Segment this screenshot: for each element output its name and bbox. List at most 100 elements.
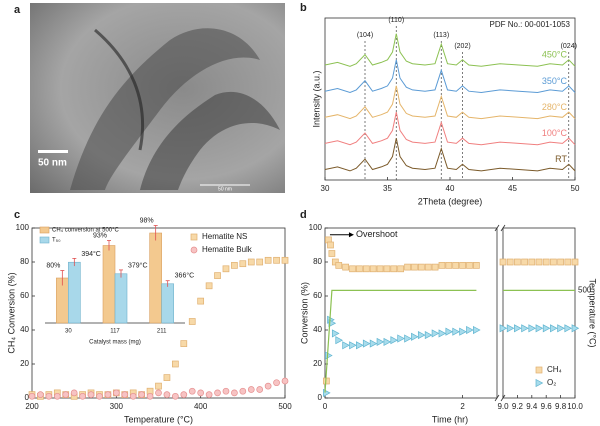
data-point [459, 327, 467, 336]
data-point [323, 388, 331, 397]
bar [102, 245, 116, 324]
plot-frame [502, 227, 576, 399]
data-point [535, 258, 543, 266]
x-tick-label: 211 [157, 329, 167, 335]
data-point [273, 256, 280, 264]
y-axis-label: CH₄ Conversion (%) [6, 272, 16, 353]
data-point [404, 263, 411, 271]
x-tick-label: 500 [278, 402, 292, 411]
series-label: 350°C [542, 76, 568, 86]
data-point [356, 341, 364, 350]
data-point [325, 351, 333, 360]
y-axis-label: Conversion (%) [299, 282, 309, 344]
data-point [499, 324, 508, 333]
reference-label: (104) [357, 32, 373, 39]
data-point [155, 389, 162, 397]
data-point [390, 336, 399, 345]
bar [114, 273, 128, 324]
x-tick-label: 0 [323, 402, 328, 411]
data-point [331, 329, 340, 338]
data-point [514, 258, 521, 266]
value-label: 394°C [81, 250, 101, 258]
data-point [62, 391, 70, 398]
data-point [349, 265, 356, 273]
data-point [163, 374, 171, 381]
data-point [231, 262, 238, 269]
y-tick-label: 0 [25, 393, 30, 402]
value-label: 379°C [128, 262, 148, 270]
value-label: 98% [140, 217, 154, 224]
tem-image-panel: 50 nm 50 nm a [14, 3, 285, 193]
data-point [349, 341, 357, 350]
data-point [542, 258, 550, 266]
data-point [247, 258, 255, 266]
data-point [328, 250, 336, 257]
xrd-trace [324, 85, 576, 120]
data-point [431, 263, 439, 271]
data-point [521, 258, 528, 266]
data-point [466, 325, 474, 335]
legend-label: T₅₀ [52, 238, 61, 244]
data-point [376, 337, 385, 346]
data-point [342, 341, 350, 350]
data-point [231, 389, 238, 397]
legend-marker [39, 226, 50, 234]
axis-break [500, 224, 506, 232]
xrd-trace [324, 33, 576, 67]
x-axis-label: Temperature (°C) [124, 414, 193, 424]
data-point [264, 256, 272, 264]
legend-marker [535, 378, 544, 388]
y-tick-label: 80 [313, 257, 322, 266]
data-point [205, 391, 213, 398]
x-tick-label: 9.6 [541, 402, 553, 411]
data-point [129, 392, 137, 400]
data-point [431, 329, 440, 338]
data-point [452, 262, 460, 269]
value-label: 80% [46, 262, 60, 269]
data-point [222, 265, 230, 273]
data-point [424, 263, 432, 271]
y-tick-label: 20 [20, 359, 29, 368]
annotation: PDF No.: 00-001-1053 [490, 20, 571, 29]
y2-axis-label: Temperature (°C) [588, 278, 598, 347]
data-point [28, 392, 36, 400]
y-tick-label: 60 [20, 291, 29, 300]
legend-marker [39, 236, 50, 244]
data-point [256, 258, 264, 266]
data-point [376, 265, 384, 273]
reference-label: (113) [433, 32, 449, 39]
data-point [390, 265, 398, 273]
panel-letter: c [14, 209, 20, 221]
bar [68, 261, 81, 324]
x-tick-label: 117 [110, 329, 120, 335]
data-point [362, 265, 370, 273]
data-point [121, 391, 129, 398]
x-tick-label: 45 [508, 184, 517, 193]
data-point [172, 360, 179, 368]
xrd-trace [324, 138, 576, 172]
data-point [247, 386, 255, 393]
scale-bar-label: 50 nm [38, 158, 67, 169]
data-point [417, 263, 425, 271]
data-point [273, 379, 280, 387]
x-tick-label: 9.8 [555, 402, 567, 411]
data-point [197, 389, 205, 397]
legend-marker [535, 366, 543, 374]
data-point [459, 262, 466, 269]
legend-label: O₂ [547, 378, 556, 387]
data-point [506, 324, 515, 333]
data-point [172, 392, 179, 400]
x-tick-label: 9.0 [497, 402, 509, 411]
data-point [205, 282, 213, 290]
data-point [528, 258, 536, 266]
data-point [281, 256, 289, 264]
data-point [331, 258, 339, 266]
plot-frame [324, 227, 498, 399]
data-point [362, 339, 371, 348]
data-point [264, 382, 272, 390]
panel-letter: b [300, 2, 307, 14]
panel-letter: a [14, 4, 21, 16]
data-point [37, 391, 44, 398]
x-axis-label: Catalyst mass (mg) [89, 340, 141, 346]
